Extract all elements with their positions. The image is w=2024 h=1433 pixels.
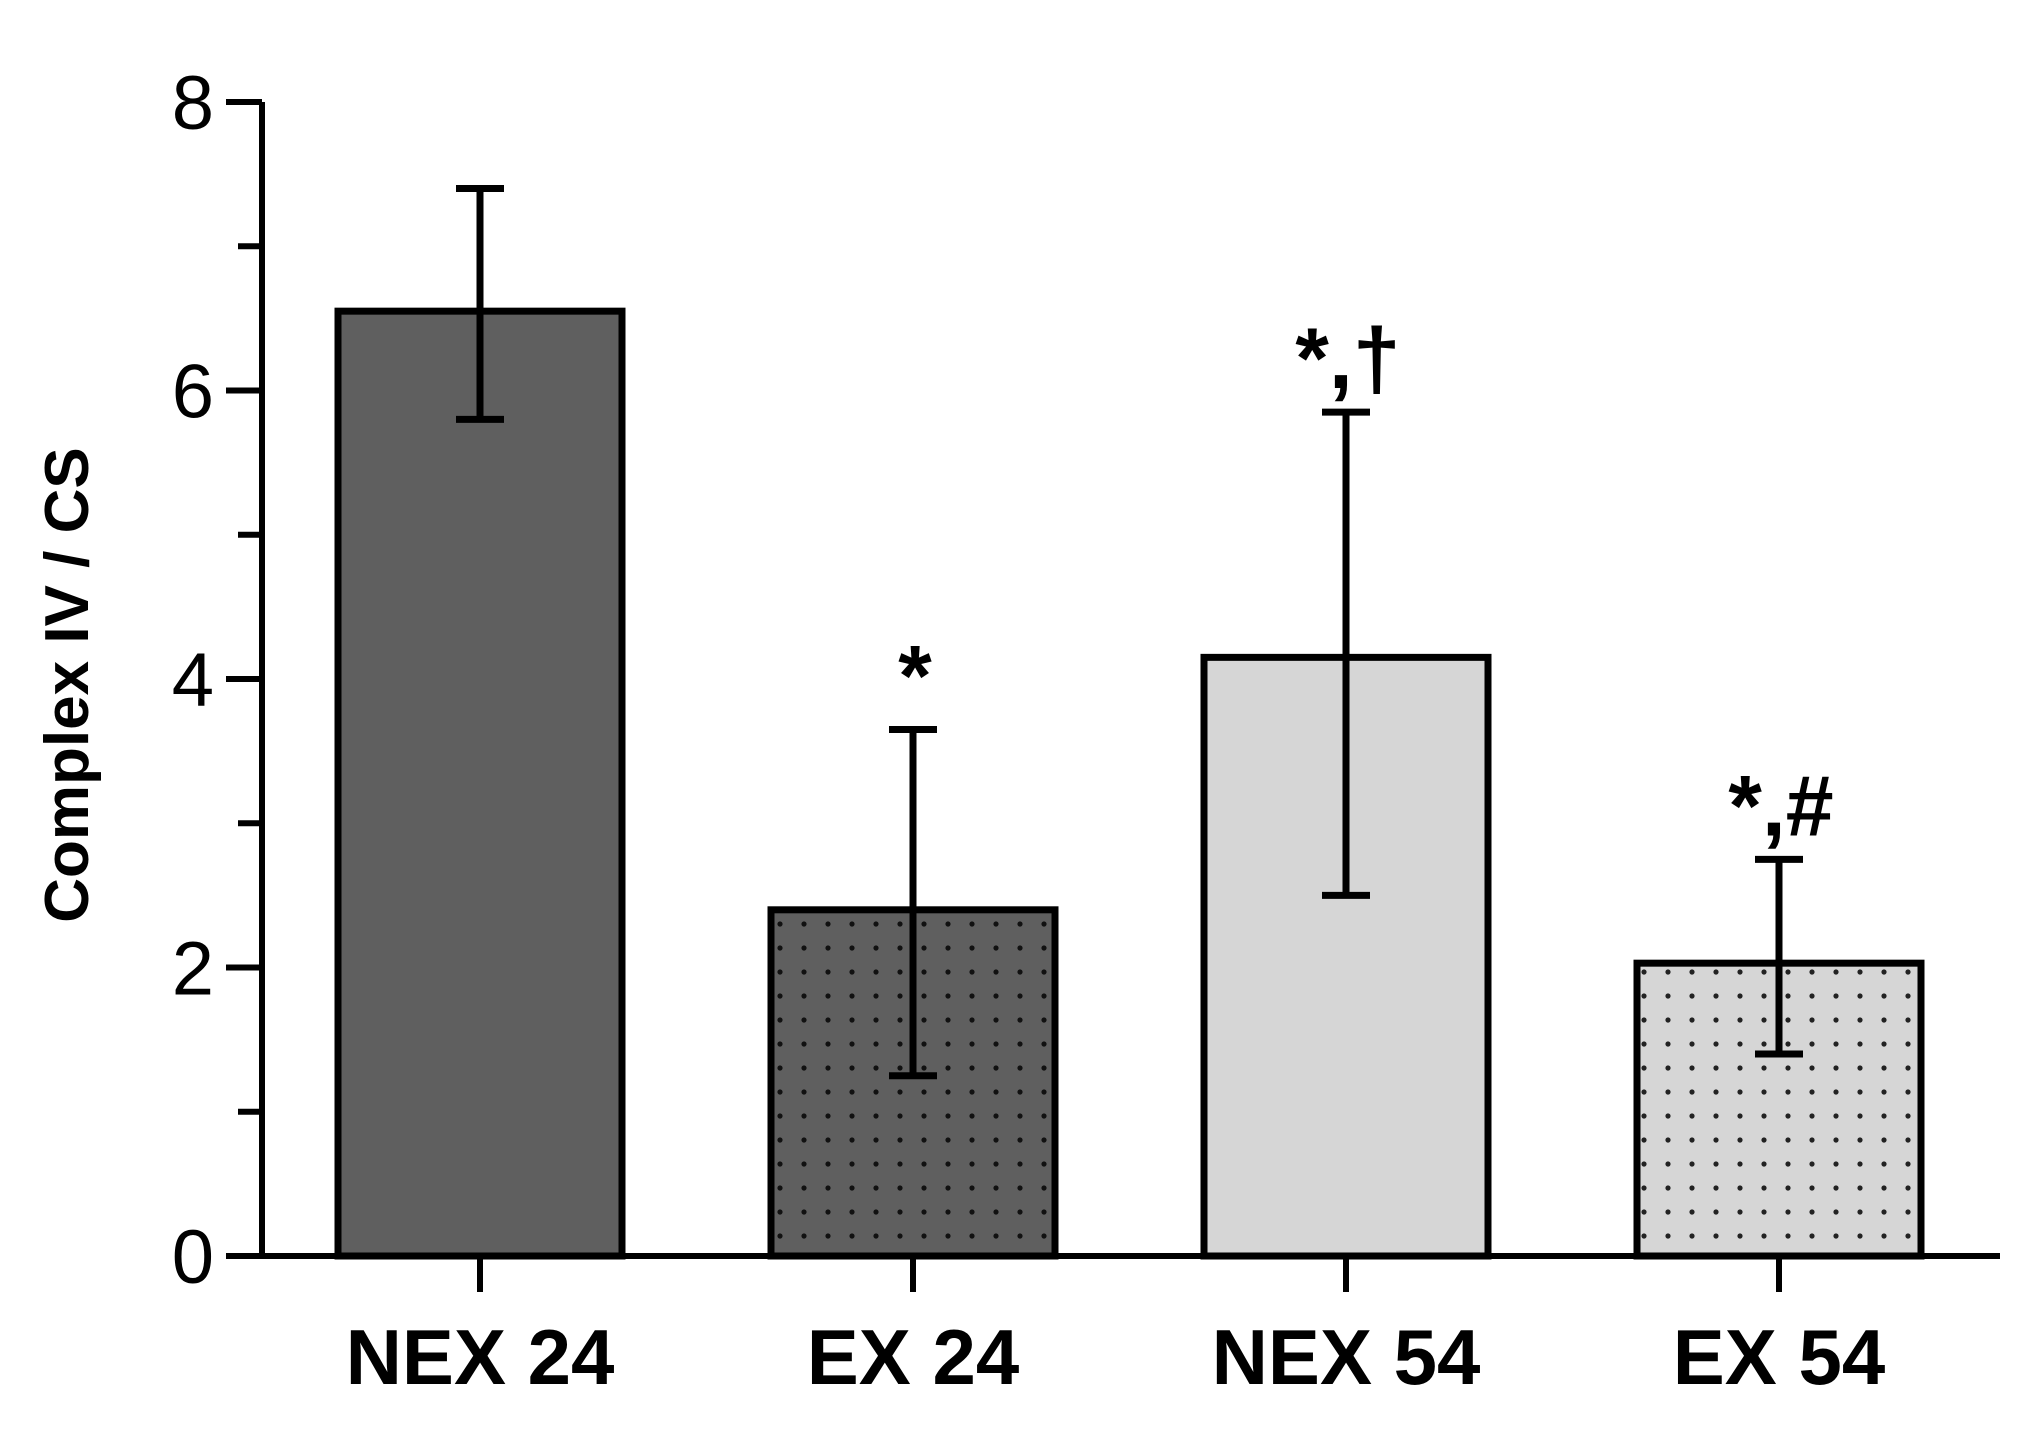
significance-label: *,#	[1728, 758, 1833, 854]
significance-label: *	[898, 628, 932, 724]
y-tick-label: 2	[172, 927, 214, 1012]
bars	[334, 307, 1925, 1260]
y-tick-label: 4	[172, 638, 214, 723]
y-tick-label: 0	[172, 1215, 214, 1300]
y-tick-label: 6	[172, 350, 214, 435]
x-tick-label: EX 54	[1673, 1313, 1885, 1401]
error-bars	[456, 185, 1803, 1080]
significance-annotations: * *,† *,#	[898, 311, 1833, 854]
bar	[1633, 959, 1925, 1260]
y-tick-label: 8	[172, 61, 214, 146]
x-axis: NEX 24 EX 24 NEX 54 EX 54	[226, 1253, 2000, 1401]
y-axis: 0 2 4 6 8	[172, 61, 265, 1300]
bar	[334, 307, 626, 1260]
x-tick-label: NEX 54	[1212, 1313, 1481, 1401]
x-tick-label: NEX 24	[346, 1313, 615, 1401]
significance-label: *,†	[1295, 311, 1400, 407]
y-axis-title: Complex IV / CS	[33, 447, 102, 922]
bar	[767, 906, 1059, 1260]
x-tick-label: EX 24	[807, 1313, 1019, 1401]
